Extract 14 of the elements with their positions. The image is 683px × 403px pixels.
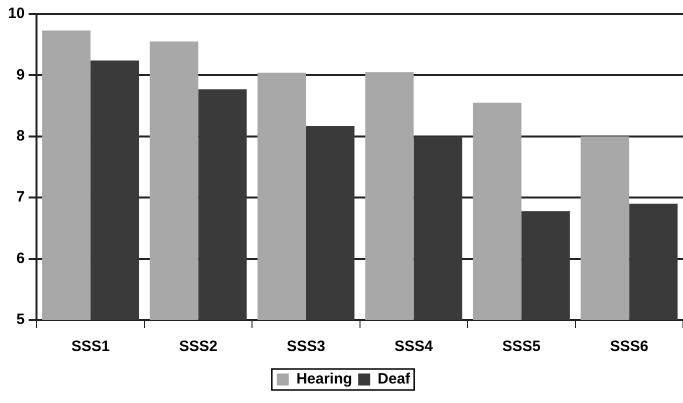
y-tick-label: 8 (16, 128, 25, 145)
x-tick-label: SSS6 (610, 338, 648, 356)
x-tick-label: SSS2 (179, 338, 218, 356)
y-tick-label: 9 (16, 66, 25, 84)
x-tick-label: SSS4 (394, 338, 434, 356)
x-tick-label: SSS3 (286, 338, 326, 356)
x-tick-label: SSS5 (502, 338, 541, 356)
y-tick-label: 10 (8, 5, 25, 22)
y-tick-label: 6 (16, 250, 25, 267)
y-tick-label: 7 (16, 188, 25, 206)
legend-label: Hearing (296, 370, 352, 388)
legend-label: Deaf (378, 370, 412, 388)
x-tick-label: SSS1 (71, 338, 110, 356)
y-tick-label: 5 (16, 311, 25, 328)
